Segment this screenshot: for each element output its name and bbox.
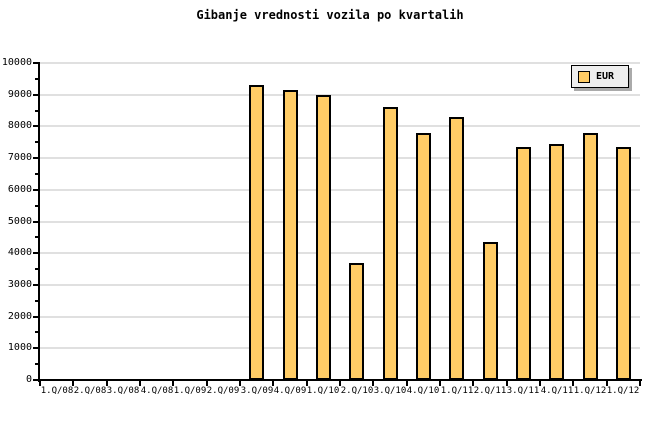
x-tick-label: 3.Q/08	[106, 386, 140, 396]
gridline	[40, 62, 640, 64]
x-tick	[306, 381, 308, 386]
y-minor-tick	[35, 268, 40, 270]
legend-swatch-icon	[578, 70, 590, 83]
x-tick-label: 3.Q/11	[506, 386, 540, 396]
y-tick-label: 10000	[1, 57, 32, 68]
x-tick	[572, 381, 574, 386]
legend-label: EUR	[596, 71, 615, 82]
y-tick	[33, 379, 40, 381]
y-tick-label: 3000	[7, 279, 32, 290]
x-tick-label: 1.Q/11	[440, 386, 474, 396]
y-tick	[33, 189, 40, 191]
gridline	[40, 284, 640, 286]
y-tick-label: 0	[25, 374, 32, 385]
y-minor-tick	[35, 78, 40, 80]
bar	[616, 147, 631, 380]
y-tick	[33, 221, 40, 223]
y-tick-label: 2000	[7, 311, 32, 322]
x-tick	[39, 381, 41, 386]
x-tick	[72, 381, 74, 386]
bar	[449, 117, 464, 380]
y-tick	[33, 94, 40, 96]
x-tick-label: 4.Q/11	[540, 386, 574, 396]
y-minor-tick	[35, 173, 40, 175]
x-tick	[539, 381, 541, 386]
chart-title: Gibanje vrednosti vozila po kvartalih	[196, 8, 464, 22]
gridline	[40, 94, 640, 96]
x-tick-label: 4.Q/08	[140, 386, 174, 396]
y-tick-label: 8000	[7, 120, 32, 131]
y-tick	[33, 252, 40, 254]
bar	[383, 107, 398, 380]
gridline	[40, 316, 640, 318]
y-tick	[33, 62, 40, 64]
x-tick	[272, 381, 274, 386]
y-minor-tick	[35, 331, 40, 333]
bar	[483, 242, 498, 380]
y-tick-label: 1000	[7, 342, 32, 353]
x-tick-label: 4.Q/10	[406, 386, 440, 396]
x-tick-label: 1.Q/12	[573, 386, 607, 396]
x-tick-label: 2.Q/10	[340, 386, 374, 396]
x-tick-label: 1.Q/10	[306, 386, 340, 396]
x-tick-label: 2.Q/08	[73, 386, 107, 396]
y-tick	[33, 347, 40, 349]
x-tick-label: 1.Q/09	[173, 386, 207, 396]
y-tick-label: 9000	[7, 89, 32, 100]
gridline	[40, 221, 640, 223]
x-tick	[239, 381, 241, 386]
x-tick-label: 4.Q/09	[273, 386, 307, 396]
y-minor-tick	[35, 141, 40, 143]
bar	[549, 144, 564, 380]
gridline	[40, 347, 640, 349]
x-tick	[506, 381, 508, 386]
y-tick-label: 6000	[7, 184, 32, 195]
y-minor-tick	[35, 110, 40, 112]
y-tick-label: 7000	[7, 152, 32, 163]
y-tick	[33, 157, 40, 159]
gridline	[40, 157, 640, 159]
x-tick-label: 1.Q/08	[40, 386, 74, 396]
gridline	[40, 125, 640, 127]
y-minor-tick	[35, 205, 40, 207]
x-tick-label: 3.Q/10	[373, 386, 407, 396]
x-tick-label: 2.Q/09	[206, 386, 240, 396]
y-tick	[33, 316, 40, 318]
bar	[316, 95, 331, 380]
y-tick-label: 5000	[7, 216, 32, 227]
gridline	[40, 252, 640, 254]
x-tick	[106, 381, 108, 386]
x-tick-label: 3.Q/09	[240, 386, 274, 396]
bar	[416, 133, 431, 380]
x-axis-line	[38, 379, 642, 381]
bar	[516, 147, 531, 380]
x-tick	[439, 381, 441, 386]
gridline	[40, 189, 640, 191]
x-tick-label: 2.Q/11	[473, 386, 507, 396]
legend: EUR	[571, 65, 629, 88]
y-minor-tick	[35, 363, 40, 365]
x-tick	[339, 381, 341, 386]
y-minor-tick	[35, 236, 40, 238]
x-tick	[206, 381, 208, 386]
y-minor-tick	[35, 300, 40, 302]
x-tick	[639, 381, 641, 386]
x-tick-label: 1.Q/12	[606, 386, 640, 396]
x-tick	[372, 381, 374, 386]
bar	[583, 133, 598, 380]
x-tick	[472, 381, 474, 386]
y-tick	[33, 284, 40, 286]
bar	[349, 263, 364, 380]
x-tick	[172, 381, 174, 386]
y-tick-label: 4000	[7, 247, 32, 258]
x-tick	[139, 381, 141, 386]
bar	[283, 90, 298, 380]
x-tick	[406, 381, 408, 386]
y-tick	[33, 125, 40, 127]
bar	[249, 85, 264, 380]
x-tick	[606, 381, 608, 386]
